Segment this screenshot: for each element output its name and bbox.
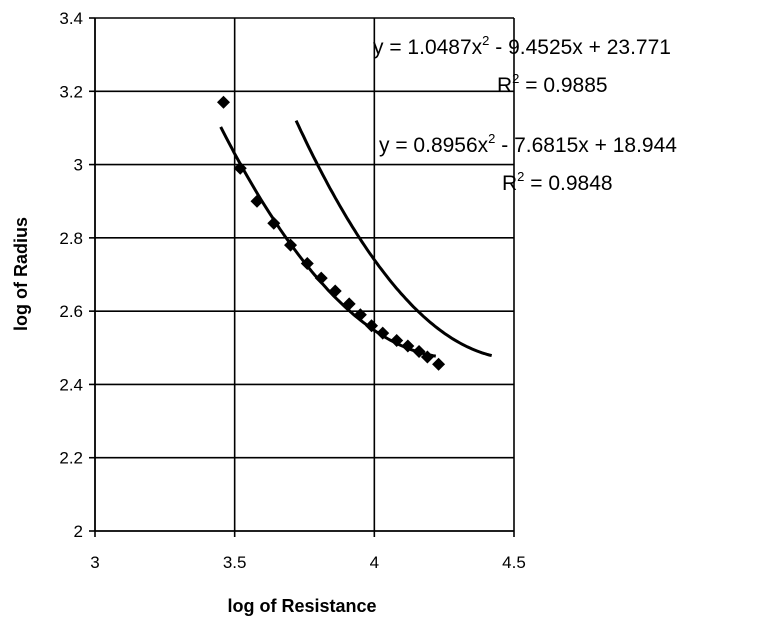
data-point (267, 216, 281, 230)
data-point (412, 344, 426, 358)
data-point (365, 319, 379, 333)
y-tick-label: 2 (74, 522, 83, 541)
data-point (300, 257, 314, 271)
data-point (233, 161, 247, 175)
axes (89, 17, 515, 537)
trendline-2-equation: y = 0.8956x2 - 7.6815x + 18.944 (379, 131, 677, 157)
x-tick-label: 3 (90, 553, 99, 572)
x-tick-labels: 3 3.5 4 4.5 (90, 553, 526, 572)
y-tick-label: 3 (74, 156, 83, 175)
x-tick-label: 3.5 (223, 553, 247, 572)
y-tick-label: 2.6 (59, 302, 83, 321)
x-axis-title: log of Resistance (227, 596, 376, 616)
data-point (353, 308, 367, 322)
trendline-1-r2: R2 = 0.9885 (497, 71, 608, 97)
data-point (376, 326, 390, 340)
data-point (328, 284, 342, 298)
y-axis-title: log of Radius (11, 217, 31, 331)
x-tick-label: 4 (370, 553, 379, 572)
data-point (420, 350, 434, 364)
y-tick-label: 3.2 (59, 82, 83, 101)
grid-lines (95, 17, 515, 531)
y-tick-label: 2.8 (59, 229, 83, 248)
y-tick-labels: 2 2.2 2.4 2.6 2.8 3 3.2 3.4 (59, 9, 83, 541)
trendline-1 (294, 119, 493, 358)
data-point (390, 333, 404, 347)
data-point (250, 194, 264, 208)
data-point (216, 95, 230, 109)
trendlines (219, 119, 493, 358)
trendline-2 (219, 126, 437, 358)
data-point (342, 297, 356, 311)
data-point (432, 357, 446, 371)
trendline-1-equation: y = 1.0487x2 - 9.4525x + 23.771 (373, 33, 671, 59)
data-point (401, 339, 415, 353)
y-tick-label: 3.4 (59, 9, 83, 28)
y-tick-label: 2.2 (59, 449, 83, 468)
trendline-2-r2: R2 = 0.9848 (502, 169, 613, 195)
x-tick-label: 4.5 (502, 553, 526, 572)
y-tick-label: 2.4 (59, 375, 83, 394)
data-point (284, 238, 298, 252)
data-point (314, 271, 328, 285)
data-points (216, 95, 446, 371)
